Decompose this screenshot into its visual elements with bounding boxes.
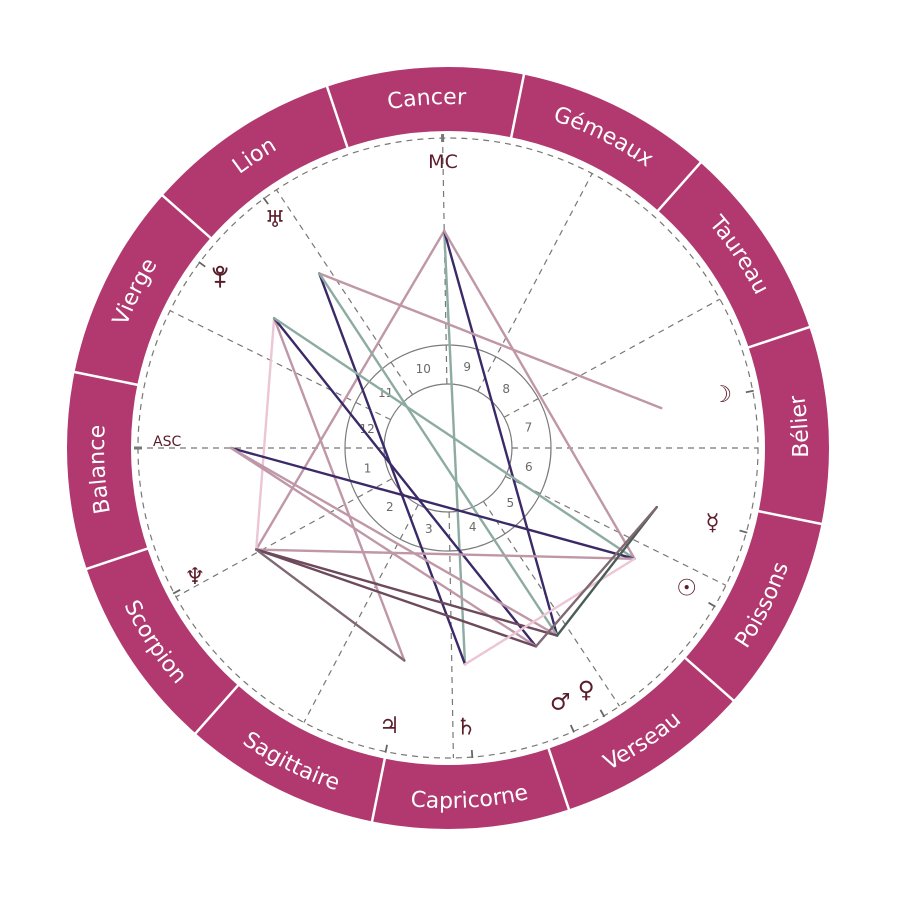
sign-divider: [683, 656, 735, 703]
aspect-line-pluto-jupiter: [272, 316, 406, 662]
house-number: 6: [525, 460, 533, 474]
venus-position-tick: [599, 709, 606, 718]
planet-glyphs: ☽ ☿ ☉ ♀ ♂ ♄ ♃ ♆ ♅: [172, 197, 754, 759]
house-number: 1: [364, 462, 372, 476]
pluto-position-tick: [198, 261, 206, 268]
sign-divider: [757, 509, 823, 526]
aspect-line-uranus-venus: [318, 272, 559, 637]
saturn-icon: ♄: [456, 714, 477, 740]
aspect-line-pluto-neptune: [255, 316, 276, 551]
asc-label: ASC: [153, 434, 181, 450]
aspect-line-pluto-mars: [272, 316, 538, 648]
sign-name: Cancer: [386, 85, 468, 115]
house-cusp-line: [477, 173, 593, 392]
house-cusp-line: [503, 298, 721, 418]
house-cusp-line: [169, 310, 391, 421]
uranus-icon: ♅: [265, 207, 286, 233]
sign-divider: [547, 747, 571, 811]
sign-label-cancer: Cancer: [386, 85, 468, 115]
aspect-lines: [229, 229, 663, 666]
sign-divider: [85, 547, 149, 571]
aspect-line-asc-mars: [229, 446, 538, 648]
sign-divider: [193, 683, 240, 735]
saturn-position-tick: [470, 749, 474, 759]
house-number: 8: [502, 382, 510, 396]
aspect-line-neptune-mars: [255, 548, 538, 648]
house-cusp-line: [505, 475, 727, 586]
house-number: 12: [360, 422, 375, 436]
aspect-line-mc-neptune: [255, 229, 446, 551]
aspect-line-neptune-venus: [255, 548, 559, 637]
sign-divider: [656, 161, 703, 213]
mars-position-tick: [569, 724, 575, 733]
aspect-line-uranus-moon: [318, 272, 663, 410]
pluto-icon: [212, 265, 228, 288]
sign-divider: [747, 325, 811, 349]
sign-divider: [161, 193, 213, 240]
aspect-line-mc-saturn: [443, 229, 467, 666]
mars-icon: ♂: [550, 689, 571, 715]
angle-labels: ASC MC: [134, 134, 458, 450]
house-number: 7: [525, 420, 533, 434]
sign-divider: [370, 757, 387, 823]
house-number: 2: [386, 500, 394, 514]
neptune-position-tick: [172, 588, 181, 595]
jupiter-position-tick: [384, 744, 388, 753]
aspect-line-pluto-sun: [272, 316, 636, 560]
mc-label: MC: [428, 151, 458, 173]
sign-divider: [509, 73, 526, 139]
house-cusp-line: [275, 189, 414, 396]
sign-name: Bélier: [785, 393, 814, 458]
aspect-line-neptune-sun: [255, 548, 636, 560]
aspect-line-venus-mercury: [555, 505, 659, 637]
house-cusp-line: [175, 478, 393, 598]
uranus-position-tick: [262, 197, 269, 205]
sign-divider: [325, 85, 349, 149]
house-cusp-line: [448, 511, 455, 758]
aspect-line-neptune-jupiter: [255, 548, 406, 662]
house-number: 5: [506, 496, 514, 510]
aspect-line-asc-venus: [229, 446, 559, 637]
aspect-line-mc-venus: [443, 229, 559, 637]
mercury-icon: ☿: [706, 510, 720, 536]
mercury-position-tick: [739, 529, 748, 534]
moon-position-tick: [745, 389, 754, 394]
zodiac-band: [67, 67, 829, 829]
sign-divider: [73, 370, 139, 387]
house-cusp-line: [482, 500, 621, 707]
house-number: 4: [469, 520, 477, 534]
moon-icon: ☽: [712, 382, 733, 408]
sun-position-tick: [708, 601, 716, 608]
house-number: 9: [463, 360, 471, 374]
house-number: 3: [425, 522, 433, 536]
aspect-line-asc-sun: [229, 446, 636, 560]
house-ring-outer: [344, 344, 552, 552]
aspect-line-mars-mercury: [534, 505, 659, 648]
neptune-icon: ♆: [185, 564, 206, 590]
venus-icon: ♀: [578, 677, 595, 703]
sign-label-belier: Bélier: [785, 393, 814, 458]
house-cusp-line: [303, 504, 419, 723]
aspect-line-mc-sun: [443, 229, 636, 560]
aspect-line-uranus-saturn: [318, 272, 467, 666]
house-number: 10: [416, 362, 431, 376]
sun-icon: ☉: [676, 576, 697, 602]
jupiter-icon: ♃: [379, 713, 400, 739]
aspect-line-saturn-sun: [463, 557, 636, 666]
